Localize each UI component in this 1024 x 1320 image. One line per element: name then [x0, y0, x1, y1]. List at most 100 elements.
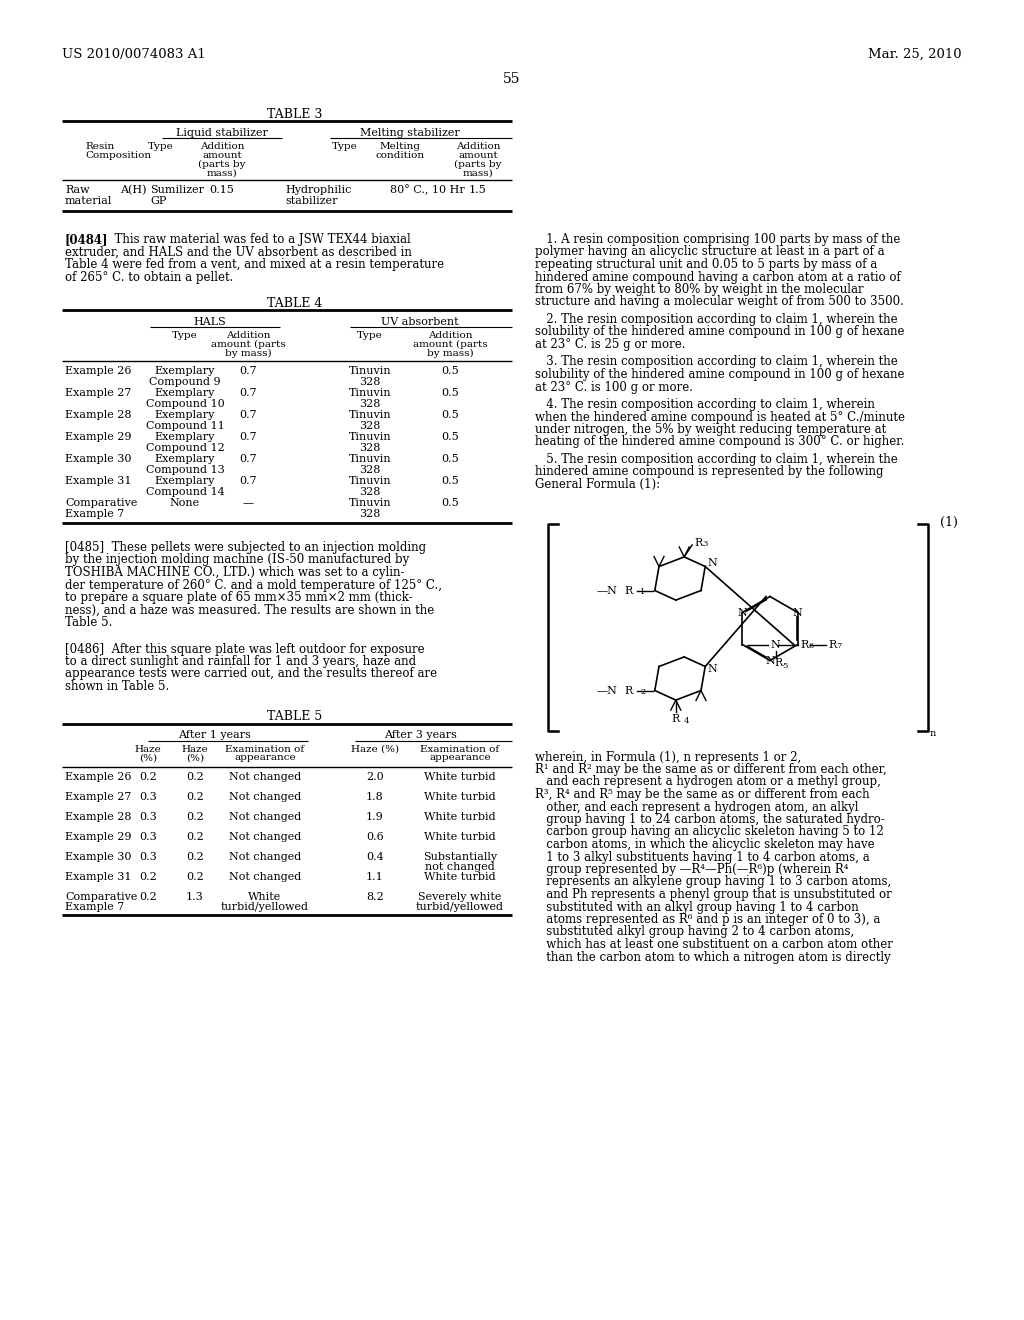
- Text: other, and each represent a hydrogen atom, an alkyl: other, and each represent a hydrogen ato…: [535, 800, 858, 813]
- Text: amount: amount: [458, 150, 498, 160]
- Text: Haze: Haze: [181, 744, 208, 754]
- Text: 328: 328: [359, 510, 381, 519]
- Text: Example 26: Example 26: [65, 771, 131, 781]
- Text: 1.8: 1.8: [367, 792, 384, 801]
- Text: appearance tests were carried out, and the results thereof are: appearance tests were carried out, and t…: [65, 668, 437, 681]
- Text: 5. The resin composition according to claim 1, wherein the: 5. The resin composition according to cl…: [535, 453, 898, 466]
- Text: n: n: [930, 729, 936, 738]
- Text: appearance: appearance: [429, 754, 490, 763]
- Text: polymer having an alicyclic structure at least in a part of a: polymer having an alicyclic structure at…: [535, 246, 885, 259]
- Text: Type: Type: [172, 331, 198, 341]
- Text: 1.9: 1.9: [367, 812, 384, 821]
- Text: Example 28: Example 28: [65, 812, 131, 821]
- Text: 1 to 3 alkyl substituents having 1 to 4 carbon atoms, a: 1 to 3 alkyl substituents having 1 to 4 …: [535, 850, 869, 863]
- Text: TOSHIBA MACHINE CO., LTD.) which was set to a cylin-: TOSHIBA MACHINE CO., LTD.) which was set…: [65, 566, 404, 579]
- Text: 328: 328: [359, 444, 381, 453]
- Text: der temperature of 260° C. and a mold temperature of 125° C.,: der temperature of 260° C. and a mold te…: [65, 578, 442, 591]
- Text: Compound 13: Compound 13: [145, 465, 224, 475]
- Text: and Ph represents a phenyl group that is unsubstituted or: and Ph represents a phenyl group that is…: [535, 888, 892, 902]
- Text: HALS: HALS: [194, 317, 226, 327]
- Text: Severely white: Severely white: [419, 891, 502, 902]
- Text: structure and having a molecular weight of from 500 to 3500.: structure and having a molecular weight …: [535, 296, 904, 309]
- Text: 0.2: 0.2: [186, 851, 204, 862]
- Text: substituted with an alkyl group having 1 to 4 carbon: substituted with an alkyl group having 1…: [535, 900, 859, 913]
- Text: Comparative: Comparative: [65, 891, 137, 902]
- Text: material: material: [65, 195, 113, 206]
- Text: Not changed: Not changed: [229, 771, 301, 781]
- Text: Raw: Raw: [65, 185, 90, 195]
- Text: group represented by —R⁴—Ph(—R⁶)p (wherein R⁴: group represented by —R⁴—Ph(—R⁶)p (where…: [535, 863, 849, 876]
- Text: White turbid: White turbid: [424, 812, 496, 821]
- Text: R: R: [625, 586, 633, 595]
- Text: After 3 years: After 3 years: [384, 730, 457, 741]
- Text: atoms represented as R⁶ and p is an integer of 0 to 3), a: atoms represented as R⁶ and p is an inte…: [535, 913, 881, 927]
- Text: of 265° C. to obtain a pellet.: of 265° C. to obtain a pellet.: [65, 271, 233, 284]
- Text: Resin: Resin: [85, 143, 115, 150]
- Text: Mar. 25, 2010: Mar. 25, 2010: [868, 48, 962, 61]
- Text: to prepare a square plate of 65 mm×35 mm×2 mm (thick-: to prepare a square plate of 65 mm×35 mm…: [65, 591, 413, 605]
- Text: 7: 7: [837, 642, 842, 649]
- Text: 0.2: 0.2: [186, 771, 204, 781]
- Text: Example 27: Example 27: [65, 388, 131, 399]
- Text: extruder, and HALS and the UV absorbent as described in: extruder, and HALS and the UV absorbent …: [65, 246, 412, 259]
- Text: 328: 328: [359, 378, 381, 387]
- Text: carbon group having an alicyclic skeleton having 5 to 12: carbon group having an alicyclic skeleto…: [535, 825, 884, 838]
- Text: N: N: [765, 656, 775, 665]
- Text: Example 31: Example 31: [65, 871, 131, 882]
- Text: R: R: [625, 685, 633, 696]
- Text: 1.5: 1.5: [469, 185, 486, 195]
- Text: 0.7: 0.7: [240, 388, 257, 399]
- Text: Type: Type: [332, 143, 357, 150]
- Text: 0.5: 0.5: [441, 498, 459, 508]
- Text: Compound 11: Compound 11: [145, 421, 224, 432]
- Text: 0.5: 0.5: [441, 477, 459, 486]
- Text: (parts by: (parts by: [455, 160, 502, 169]
- Text: 1: 1: [640, 587, 646, 595]
- Text: US 2010/0074083 A1: US 2010/0074083 A1: [62, 48, 206, 61]
- Text: —: —: [243, 498, 254, 508]
- Text: UV absorbent: UV absorbent: [381, 317, 459, 327]
- Text: 0.2: 0.2: [186, 792, 204, 801]
- Text: General Formula (1):: General Formula (1):: [535, 478, 660, 491]
- Text: amount: amount: [202, 150, 242, 160]
- Text: solubility of the hindered amine compound in 100 g of hexane: solubility of the hindered amine compoun…: [535, 368, 904, 381]
- Text: and each represent a hydrogen atom or a methyl group,: and each represent a hydrogen atom or a …: [535, 776, 881, 788]
- Text: TABLE 3: TABLE 3: [267, 108, 323, 121]
- Text: which has at least one substituent on a carbon atom other: which has at least one substituent on a …: [535, 939, 893, 950]
- Text: Example 29: Example 29: [65, 832, 131, 842]
- Text: Table 4 were fed from a vent, and mixed at a resin temperature: Table 4 were fed from a vent, and mixed …: [65, 257, 444, 271]
- Text: by mass): by mass): [224, 348, 271, 358]
- Text: heating of the hindered amine compound is 300° C. or higher.: heating of the hindered amine compound i…: [535, 436, 904, 449]
- Text: 0.15: 0.15: [210, 185, 234, 195]
- Text: Addition: Addition: [225, 331, 270, 341]
- Text: repeating structural unit and 0.05 to 5 parts by mass of a: repeating structural unit and 0.05 to 5 …: [535, 257, 878, 271]
- Text: —N: —N: [597, 685, 617, 696]
- Text: not changed: not changed: [425, 862, 495, 873]
- Text: Exemplary: Exemplary: [155, 411, 215, 420]
- Text: 0.2: 0.2: [186, 832, 204, 842]
- Text: Comparative: Comparative: [65, 498, 137, 508]
- Text: 3. The resin composition according to claim 1, wherein the: 3. The resin composition according to cl…: [535, 355, 898, 368]
- Text: 328: 328: [359, 421, 381, 432]
- Text: Tinuvin: Tinuvin: [349, 366, 391, 376]
- Text: Type: Type: [357, 331, 383, 341]
- Text: to a direct sunlight and rainfall for 1 and 3 years, haze and: to a direct sunlight and rainfall for 1 …: [65, 655, 416, 668]
- Text: (%): (%): [139, 754, 157, 763]
- Text: at 23° C. is 25 g or more.: at 23° C. is 25 g or more.: [535, 338, 685, 351]
- Text: Not changed: Not changed: [229, 812, 301, 821]
- Text: turbid/yellowed: turbid/yellowed: [416, 903, 504, 912]
- Text: 0.5: 0.5: [441, 432, 459, 442]
- Text: Addition: Addition: [428, 331, 472, 341]
- Text: 5: 5: [782, 661, 787, 669]
- Text: Tinuvin: Tinuvin: [349, 498, 391, 508]
- Text: Melting stabilizer: Melting stabilizer: [360, 128, 460, 139]
- Text: N: N: [793, 607, 803, 618]
- Text: Example 31: Example 31: [65, 477, 131, 486]
- Text: 0.7: 0.7: [240, 366, 257, 376]
- Text: 0.5: 0.5: [441, 388, 459, 399]
- Text: Tinuvin: Tinuvin: [349, 454, 391, 465]
- Text: Exemplary: Exemplary: [155, 366, 215, 376]
- Text: (parts by: (parts by: [199, 160, 246, 169]
- Text: carbon atoms, in which the alicyclic skeleton may have: carbon atoms, in which the alicyclic ske…: [535, 838, 874, 851]
- Text: After 1 years: After 1 years: [178, 730, 252, 741]
